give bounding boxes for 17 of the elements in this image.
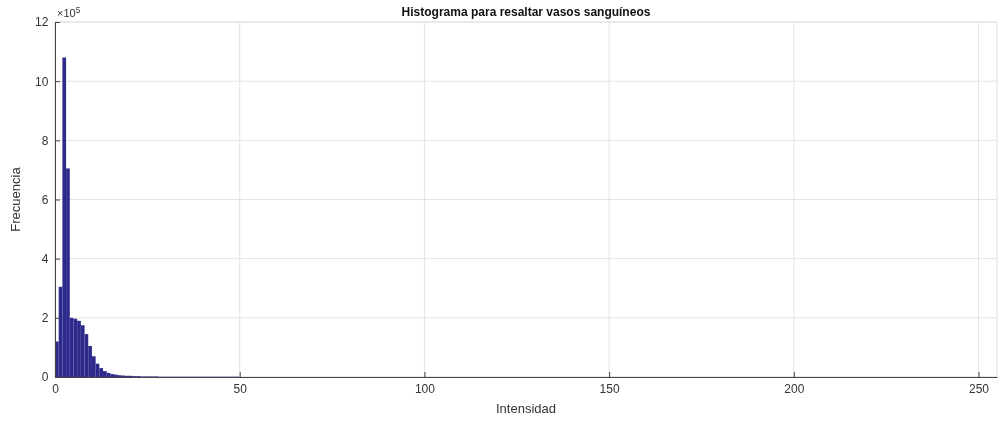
x-tick-label: 200: [784, 382, 805, 397]
y-tick-label: 4: [41, 252, 49, 267]
x-tick-label: 100: [414, 382, 436, 397]
y-tick-label: 2: [41, 311, 49, 326]
y-axis-title: Frecuencia: [8, 166, 23, 232]
text: ×10$^{5}$: [57, 5, 81, 19]
y-tick-label: 12: [35, 15, 49, 30]
x-tick-label: 0: [52, 382, 60, 397]
y-tick-label: 0: [41, 370, 49, 385]
y-tick-label: 6: [41, 192, 49, 207]
y-tick-label: 8: [41, 133, 49, 148]
chart-title: Histograma para resaltar vasos sanguíneos: [401, 5, 651, 19]
x-tick-label: 150: [599, 382, 620, 397]
y-tick-label: 10: [35, 74, 49, 89]
x-tick-label: 50: [233, 382, 248, 397]
x-tick-label: 250: [969, 382, 990, 397]
x-axis-title: Intensidad: [496, 401, 556, 416]
